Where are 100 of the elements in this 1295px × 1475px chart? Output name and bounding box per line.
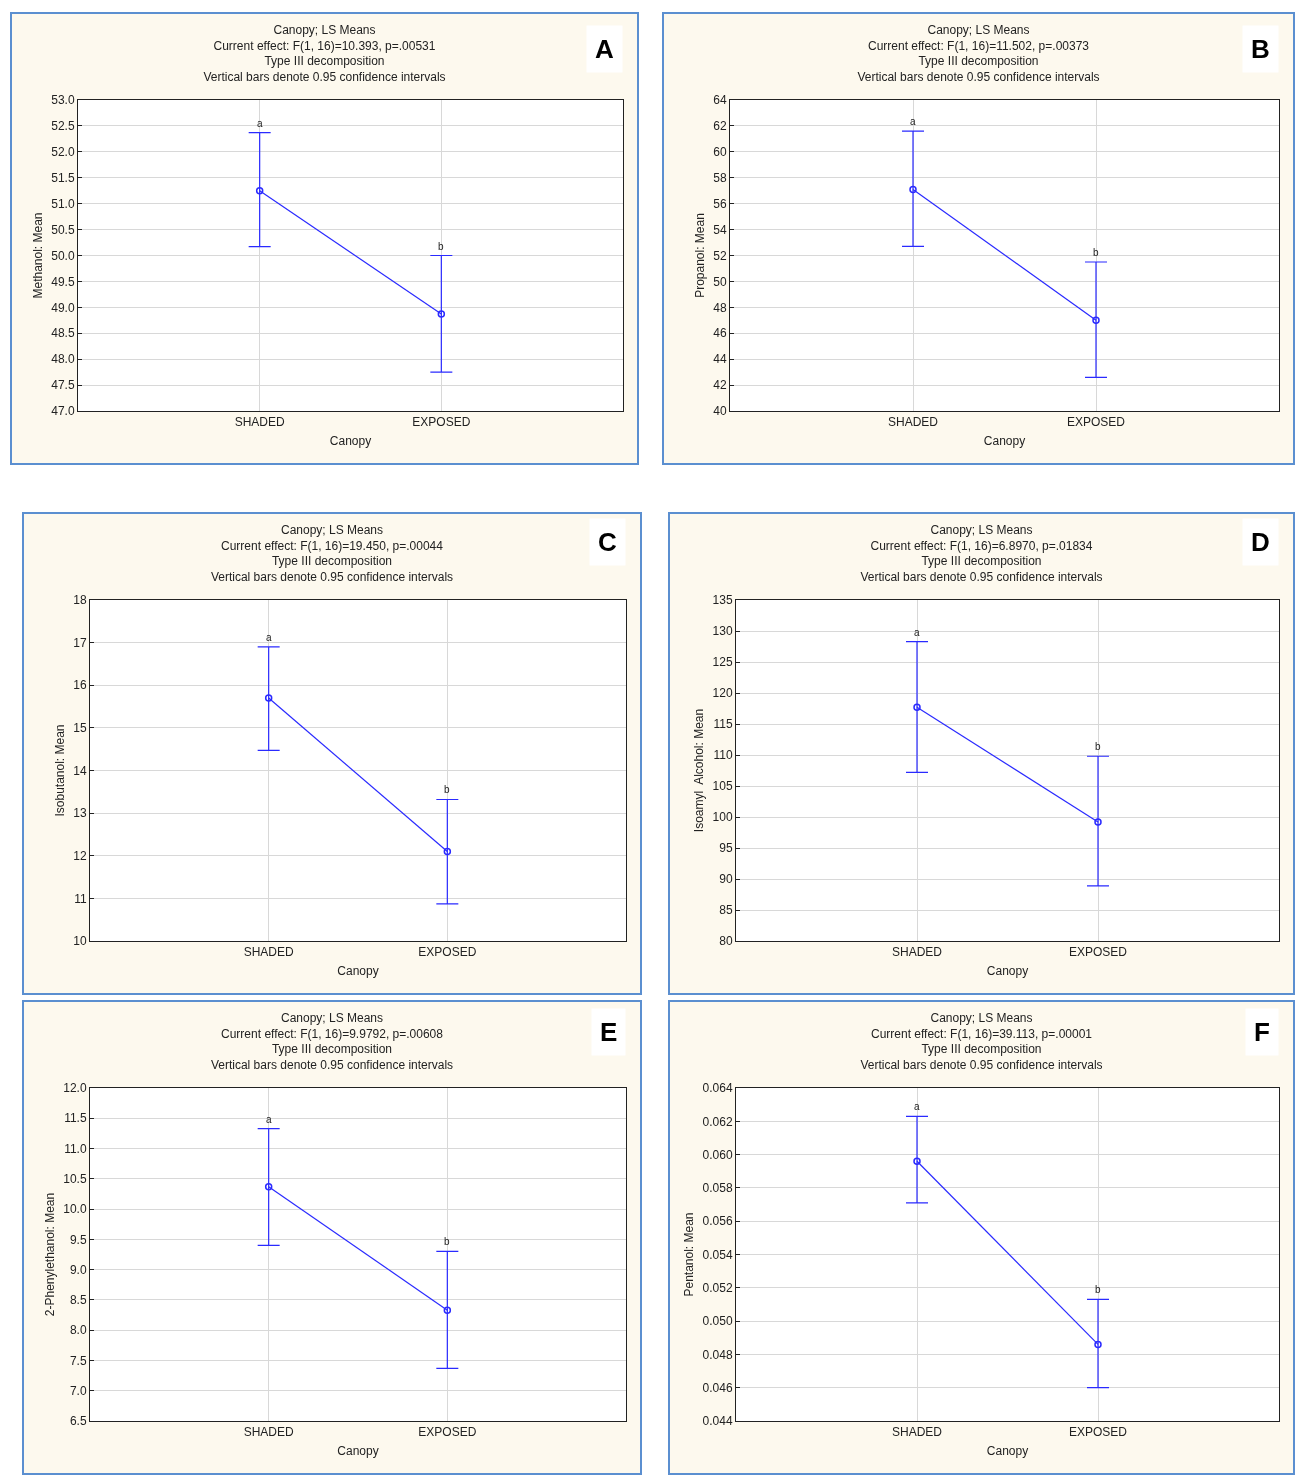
x-tick-label: EXPOSED	[412, 415, 471, 430]
text: B	[1251, 34, 1270, 64]
y-tick-label: 49.0	[51, 300, 75, 315]
y-tick-label: 62	[713, 119, 727, 134]
y-tick-label: 50	[713, 274, 727, 289]
y-tick-label: 0.052	[702, 1281, 733, 1295]
chart-subtitle: Current effect: F(1, 16)=6.8970, p=.01834 Type III decomposition Vertical bars denote 0.95 confidence intervals	[860, 538, 1103, 584]
y-axis-title: Pentanol: Mean	[681, 1212, 696, 1297]
y-tick-label: 52.0	[51, 145, 75, 160]
x-tick-label: EXPOSED	[1066, 415, 1126, 430]
x-tick-label: SHADED	[887, 415, 939, 430]
y-tick-label: 10.0	[63, 1202, 87, 1217]
y-tick-label: 85	[719, 903, 733, 918]
y-tick-label: 47.0	[51, 404, 75, 419]
y-tick-label: 48.5	[51, 326, 75, 341]
annotation: a	[914, 627, 920, 638]
y-tick-label: 52.5	[51, 119, 75, 134]
y-tick-label: 51.5	[51, 170, 75, 185]
chart-subtitle: Current effect: F(1, 16)=9.9792, p=.00608 Type III decomposition Vertical bars denote 0.95 confidence intervals	[210, 1026, 454, 1072]
y-tick-label: 44	[713, 352, 727, 367]
y-tick-label: 11	[74, 891, 87, 906]
y-tick-label: 0.046	[702, 1380, 733, 1395]
x-tick-label: SHADED	[243, 1425, 295, 1440]
y-tick-label: 9.0	[69, 1262, 87, 1277]
y-tick-label: 6.5	[69, 1414, 87, 1429]
annotation: b	[444, 1236, 450, 1247]
y-tick-label: 13	[73, 806, 87, 821]
x-axis-title: Canopy	[329, 434, 372, 449]
text: A	[595, 34, 614, 64]
y-tick-label: 80	[719, 934, 733, 949]
y-tick-label: 40	[713, 404, 727, 419]
y-tick-label: 51.0	[51, 196, 75, 211]
y-tick-label: 0.060	[702, 1147, 733, 1162]
annotation: b	[438, 241, 444, 252]
y-tick-label: 60	[713, 145, 727, 160]
annotation: b	[1095, 1284, 1101, 1295]
y-tick-label: 11.5	[64, 1111, 87, 1126]
y-tick-label: 18	[73, 593, 87, 608]
x-tick-label: SHADED	[243, 945, 295, 960]
y-tick-label: 16	[73, 678, 87, 693]
y-tick-label: 100	[712, 810, 733, 825]
y-tick-label: 47.5	[51, 378, 75, 393]
y-tick-label: 95	[719, 841, 733, 856]
annotation: a	[910, 116, 916, 127]
chart-title: Canopy; LS Means	[930, 1011, 1033, 1025]
y-tick-label: 7.0	[69, 1383, 87, 1398]
y-tick-label: 0.044	[702, 1414, 733, 1429]
y-tick-label: 48.0	[51, 352, 75, 367]
y-tick-label: 8.5	[69, 1293, 87, 1308]
y-tick-label: 10.5	[63, 1172, 87, 1187]
chart-title: Canopy; LS Means	[930, 523, 1033, 537]
y-tick-label: 125	[712, 655, 733, 670]
x-tick-label: SHADED	[891, 945, 943, 960]
y-tick-label: 115	[713, 717, 733, 732]
text: D	[1251, 527, 1270, 557]
annotation: b	[444, 784, 450, 795]
y-tick-label: 17	[73, 635, 87, 650]
x-tick-label: SHADED	[891, 1425, 943, 1440]
chart-title: Canopy; LS Means	[927, 23, 1030, 37]
x-axis-title: Canopy	[337, 964, 379, 979]
y-tick-label: 120	[712, 686, 733, 701]
x-axis-title: Canopy	[986, 964, 1029, 979]
chart-subtitle: Current effect: F(1, 16)=19.450, p=.00044 Type III decomposition Vertical bars denote 0.95 confidence intervals	[210, 538, 454, 584]
y-axis-title: 2-Phenylethanol: Mean	[42, 1192, 57, 1317]
y-tick-label: 0.058	[702, 1181, 733, 1196]
y-tick-label: 53.0	[51, 93, 75, 108]
chart-subtitle: Current effect: F(1, 16)=39.113, p=.00001 Type III decomposition Vertical bars denote 0.95 confidence intervals	[860, 1026, 1103, 1072]
y-tick-label: 14	[73, 763, 87, 778]
y-tick-label: 0.064	[702, 1081, 733, 1096]
y-axis-title: Methanol: Mean	[30, 212, 45, 299]
y-tick-label: 7.5	[69, 1353, 87, 1368]
y-axis-title: Isobutanol: Mean	[52, 724, 67, 817]
x-tick-label: SHADED	[234, 415, 286, 430]
y-tick-label: 130	[712, 624, 733, 639]
annotation: a	[914, 1101, 920, 1112]
y-tick-label: 50.0	[51, 248, 75, 263]
y-tick-label: 58	[713, 170, 727, 185]
text: F	[1254, 1017, 1270, 1047]
x-axis-title: Canopy	[337, 1444, 379, 1459]
y-tick-label: 10	[73, 934, 87, 949]
annotation: a	[266, 1114, 272, 1125]
chart-title: Canopy; LS Means	[273, 23, 376, 37]
y-tick-label: 48	[713, 300, 727, 315]
chart-title: Canopy; LS Means	[280, 1011, 384, 1025]
y-tick-label: 8.0	[69, 1323, 87, 1338]
y-tick-label: 12.0	[63, 1081, 87, 1096]
y-tick-label: 15	[73, 721, 87, 736]
annotation: a	[257, 118, 263, 129]
annotation: a	[266, 632, 272, 643]
y-tick-label: 0.050	[702, 1314, 733, 1329]
y-tick-label: 52	[713, 248, 727, 263]
chart-title: Canopy; LS Means	[280, 523, 384, 537]
y-tick-label: 49.5	[51, 274, 75, 289]
y-tick-label: 46	[713, 326, 727, 341]
text: E	[600, 1017, 618, 1047]
x-tick-label: EXPOSED	[1068, 1425, 1128, 1440]
y-tick-label: 11.0	[64, 1141, 87, 1156]
y-tick-label: 64	[713, 93, 727, 108]
x-tick-label: EXPOSED	[418, 945, 477, 960]
x-axis-title: Canopy	[983, 434, 1026, 449]
